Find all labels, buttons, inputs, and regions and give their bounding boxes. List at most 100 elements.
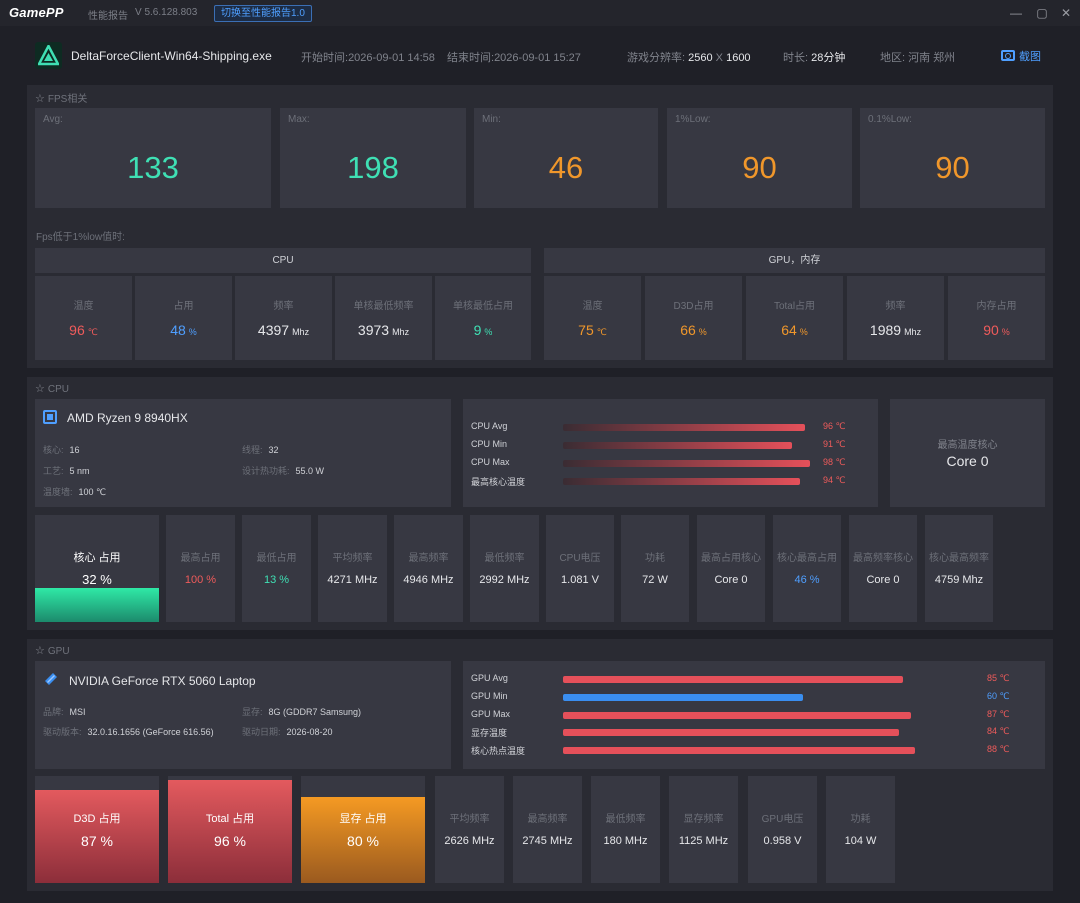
cpu-threads-value: 32 [268,445,279,455]
cpu-power-value: 72 W [642,574,668,586]
gpu-max-freq-value: 2745 MHz [522,835,573,847]
fps-avg-value: 133 [127,150,179,185]
cpu-max-usage-label: 最高占用 [180,553,221,564]
cpu-cores-value: 16 [69,445,80,455]
end-time-label: 结束时间: [447,52,495,64]
low-mem-usage-label: 内存占用 [976,301,1017,312]
low-cpu-temp-value: 96 ℃ [35,322,132,338]
low-gpu-total-label: Total占用 [773,301,816,312]
gpu-brand-value: MSI [69,707,86,717]
low-gpu-d3d-number: 66 [680,322,696,338]
fps-max-value: 198 [347,150,399,185]
region-label: 地区: [880,52,906,64]
gpu-d3d-usage-fill [35,789,159,883]
cpu-min-temp-label: CPU Min [471,439,508,449]
cpu-info-box: AMD Ryzen 9 8940HX 核心: 16 线程: 32 工艺: 5 nm 设… [35,399,451,507]
cpu-core-temp-bar [563,478,800,485]
cpu-max-usage-value: 100 % [184,574,217,586]
cpu-core-temp-value: 94 ℃ [823,475,846,485]
gpu-avg-temp-label: GPU Avg [471,673,508,683]
cpu-avg-temp-value: 96 ℃ [823,421,846,431]
cpu-hottest-core-label: 最高温度核心 [937,440,998,451]
gpu-voltage-value: 0.958 V [763,835,802,847]
low-gpu-freq-number: 1989 [869,322,902,338]
gpu-temp-row-min: GPU Min 60 ℃ [463,689,1045,705]
low-gpu-total-card: Total占用 64% [746,276,843,360]
gpu-min-freq-card: 最低频率 180 MHz [591,776,660,883]
gpu-temp-row-hotspot: 核心热点温度 88 ℃ [463,742,1045,758]
cpu-section: ☆ CPU AMD Ryzen 9 8940HX 核心: 16 线程: 32 工艺: 5… [27,377,1053,630]
gpu-temp-row-vram: 显存温度 84 ℃ [463,724,1045,740]
cpu-min-usage-label: 最低占用 [256,553,297,564]
session-header: DeltaForceClient-Win64-Shipping.exe 开始时间… [27,36,1053,76]
cpu-max-usage-core-card: 最高占用核心 Core 0 [697,515,765,622]
minimize-icon[interactable]: — [1010,6,1022,20]
gpu-vram-usage-card: 显存 占用 80 % [301,776,425,883]
gpu-avg-temp-track [563,676,963,683]
cpu-min-freq-label: 最低频率 [484,553,525,564]
low-cpu-minusage-number: 9 [473,322,482,338]
resolution-x: X [715,52,724,64]
gpu-avg-freq-value: 2626 MHz [444,835,495,847]
switch-report-version-button[interactable]: 切换至性能报告1.0 [214,5,312,22]
fps-section-title: ☆ FPS相关 [35,90,87,105]
gpu-temp-row-avg: GPU Avg 85 ℃ [463,671,1045,687]
cpu-cores: 核心: 16 [43,443,80,456]
low-cpu-temp-card: 温度 96 ℃ [35,276,132,360]
maximize-icon[interactable]: ▢ [1036,6,1048,20]
cpu-min-temp-track [563,442,815,449]
cpu-max-usage-card: 最高占用 100 % [166,515,235,622]
gpu-vram-freq-label: 显存频率 [683,814,724,825]
gamepp-logo: GamePP [9,5,64,20]
gpu-brand: 品牌: MSI [43,705,86,718]
gpu-section-title: ☆ GPU [35,644,70,657]
gpu-driver: 驱动版本: 32.0.16.1656 (GeForce 616.56) [43,725,214,738]
low-cpu-minfreq-label: 单核最低频率 [353,301,414,312]
cpu-min-freq-value: 2992 MHz [479,574,530,586]
cpu-core-max-freq-value: 4759 Mhz [934,574,984,586]
low-cpu-freq-card: 频率 4397 Mhz [235,276,332,360]
gpu-section: ☆ GPU NVIDIA GeForce RTX 5060 Laptop 品牌: M… [27,639,1053,891]
screenshot-button[interactable]: 截图 [1001,48,1041,64]
low-cpu-temp-unit: ℃ [87,327,98,337]
cpu-voltage-label: CPU电压 [559,553,601,564]
gpu-avg-freq-card: 平均频率 2626 MHz [435,776,504,883]
cpu-max-freq-core-label: 最高频率核心 [853,553,913,564]
close-icon[interactable]: ✕ [1060,6,1072,20]
resolution-height: 1600 [726,52,751,64]
cpu-temp-wall-value: 100 ℃ [78,487,107,497]
gpu-temp-row-max: GPU Max 87 ℃ [463,707,1045,723]
gpu-vram-freq-value: 1125 MHz [678,835,729,847]
gpu-avg-temp-bar [563,676,903,683]
cpu-power-label: 功耗 [645,553,665,564]
cpu-section-title-text: CPU [47,384,69,395]
gpu-d3d-usage-label: D3D 占用 [73,813,121,825]
cpu-temp-box: CPU Avg 96 ℃ CPU Min 91 ℃ CPU Max 98 ℃ 最… [463,399,878,507]
star-icon: ☆ [35,383,45,395]
cpu-core-usage-fill [35,587,159,622]
gpu-voltage-card: GPU电压 0.958 V [748,776,817,883]
cpu-min-usage-value: 13 % [263,574,290,586]
gpu-hotspot-temp-label: 核心热点温度 [471,746,526,756]
gpu-vram-temp-label: 显存温度 [471,728,508,738]
low-cpu-freq-value: 4397 Mhz [235,322,332,338]
low-gpu-freq-label: 频率 [885,301,906,312]
gpu-section-title-text: GPU [47,646,70,657]
cpu-name: AMD Ryzen 9 8940HX [67,411,188,425]
cpu-temp-row-avg: CPU Avg 96 ℃ [463,419,878,435]
low-gpu-freq-card: 频率 1989 Mhz [847,276,944,360]
gpu-vram-label: 显存: [242,707,263,717]
cpu-core-max-usage-value: 46 % [794,574,820,586]
low-mem-usage-card: 内存占用 90% [948,276,1045,360]
cpu-core-max-freq-card: 核心最高频率 4759 Mhz [925,515,993,622]
low-cpu-usage-unit: % [188,327,197,337]
low-gpu-temp-number: 75 [578,322,594,338]
fps-01low-card: 0.1%Low: 90 [860,108,1045,208]
cpu-max-temp-value: 98 ℃ [823,457,846,467]
fps-min-card: Min: 46 [474,108,658,208]
resolution: 游戏分辨率: 2560 X 1600 [627,49,751,65]
gpu-vram-usage-value: 80 % [347,833,379,849]
resolution-width: 2560 [688,52,713,64]
gpu-vram-temp-track [563,729,963,736]
gpu-driver-date: 驱动日期: 2026-08-20 [242,725,333,738]
